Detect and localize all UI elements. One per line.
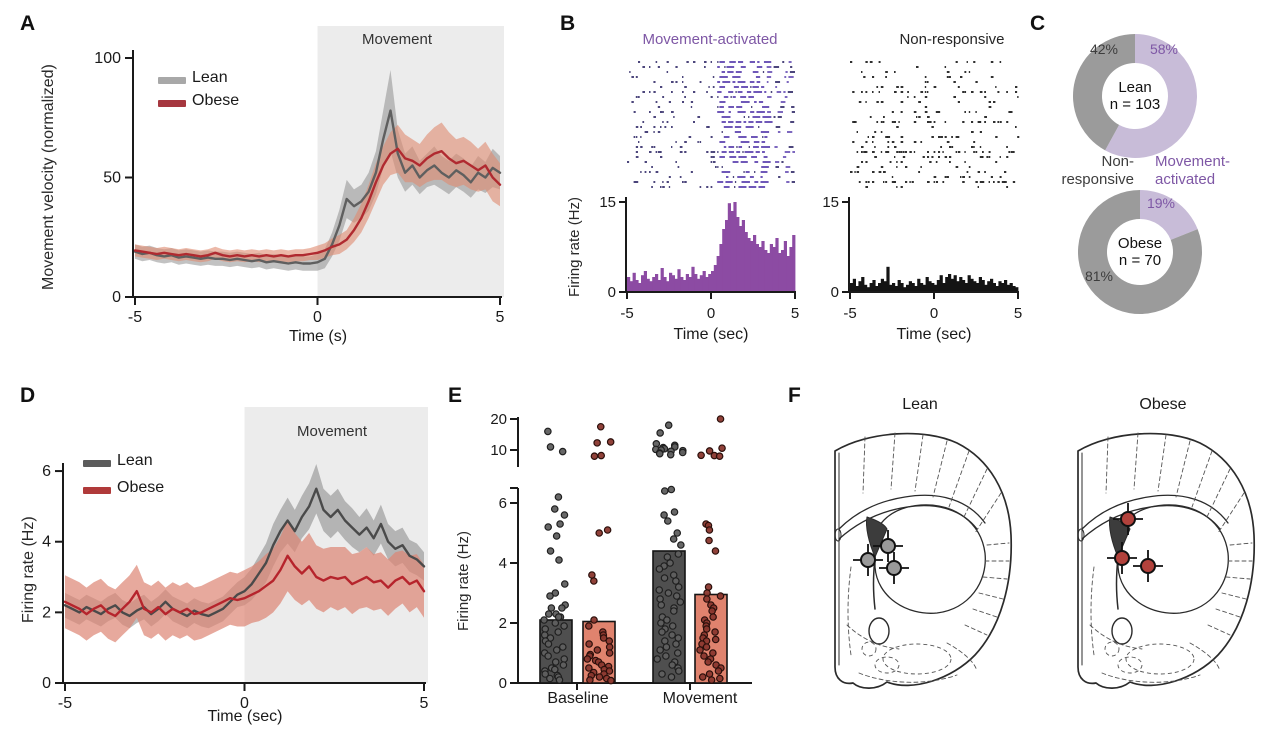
donut-obese-nonresponsive-pct: 81% xyxy=(1084,268,1114,284)
panel-d-x-axis-label: Time (sec) xyxy=(207,708,283,725)
panel-a-legend-lean-swatch xyxy=(158,77,186,84)
svg-text:6: 6 xyxy=(42,463,51,480)
panel-a-movement-region-label: Movement xyxy=(361,31,433,48)
donut-lean-group: Lean xyxy=(1118,79,1152,96)
svg-text:50: 50 xyxy=(103,170,121,187)
svg-text:15: 15 xyxy=(822,194,839,211)
donut-obese-group: Obese xyxy=(1117,235,1163,252)
panel-b-x-axis-label-right: Time (sec) xyxy=(896,326,972,343)
donut-legend-nonresponsive: Non- responsive xyxy=(1061,153,1134,188)
svg-text:-5: -5 xyxy=(58,695,72,712)
donut-lean-center-label: Lean n = 103 xyxy=(1110,79,1160,113)
svg-text:0: 0 xyxy=(499,675,507,692)
panel-e-y-axis-label: Firing rate (Hz) xyxy=(455,531,472,632)
panel-c-letter: C xyxy=(1030,12,1046,35)
panel-d-legend-lean-label: Lean xyxy=(117,452,153,469)
panel-d-movement-region-label: Movement xyxy=(296,423,368,440)
svg-text:0: 0 xyxy=(930,305,938,322)
panel-f-title-obese: Obese xyxy=(1139,396,1187,413)
donut-obese-activated-pct: 19% xyxy=(1146,195,1176,211)
panel-a-legend-lean-label: Lean xyxy=(192,69,228,86)
panel-b-title-movement-activated: Movement-activated xyxy=(642,31,778,48)
panel-e-category-baseline: Baseline xyxy=(547,690,609,707)
svg-text:5: 5 xyxy=(496,309,505,326)
svg-text:15: 15 xyxy=(599,194,616,211)
svg-text:0: 0 xyxy=(42,675,51,692)
svg-text:4: 4 xyxy=(42,534,51,551)
panel-a-legend-obese-label: Obese xyxy=(192,92,240,109)
panel-b-title-non-responsive: Non-responsive xyxy=(899,31,1005,48)
panel-d-legend-obese-swatch xyxy=(83,487,111,494)
panel-a-legend-obese-swatch xyxy=(158,100,186,107)
svg-text:0: 0 xyxy=(112,289,121,306)
svg-text:6: 6 xyxy=(499,495,507,512)
panel-d-legend-lean-swatch xyxy=(83,460,111,467)
svg-text:0: 0 xyxy=(313,309,322,326)
svg-text:-5: -5 xyxy=(128,309,142,326)
panel-b-letter: B xyxy=(560,12,576,35)
donut-lean-n: n = 103 xyxy=(1109,96,1161,113)
svg-text:5: 5 xyxy=(1014,305,1022,322)
svg-text:0: 0 xyxy=(707,305,715,322)
panel-d-y-axis-label: Firing rate (Hz) xyxy=(20,516,37,624)
donut-obese-n: n = 70 xyxy=(1118,252,1162,269)
panel-f-letter: F xyxy=(788,384,801,407)
panel-a-y-axis-label: Movement velocity (normalized) xyxy=(40,64,57,291)
donut-lean-nonresponsive-pct: 42% xyxy=(1089,41,1119,57)
svg-text:-5: -5 xyxy=(620,305,633,322)
panel-e-category-movement: Movement xyxy=(662,690,738,707)
svg-text:0: 0 xyxy=(831,284,839,301)
panel-e-letter: E xyxy=(448,384,463,407)
svg-text:2: 2 xyxy=(499,615,507,632)
svg-text:5: 5 xyxy=(420,695,429,712)
panel-f-atlas xyxy=(834,432,1256,689)
panel-b-x-axis-label-left: Time (sec) xyxy=(673,326,749,343)
donut-legend-movement-activated: Movement- activated xyxy=(1155,153,1231,188)
svg-text:20: 20 xyxy=(490,411,507,428)
donut-lean-activated-pct: 58% xyxy=(1149,41,1179,57)
panel-a-letter: A xyxy=(20,12,36,35)
svg-text:4: 4 xyxy=(499,555,507,572)
panel-a-x-axis-label: Time (s) xyxy=(288,328,348,345)
svg-text:100: 100 xyxy=(94,50,121,67)
svg-text:0: 0 xyxy=(608,284,616,301)
svg-text:-5: -5 xyxy=(843,305,856,322)
panel-c-donuts xyxy=(1073,34,1202,314)
svg-text:0: 0 xyxy=(240,695,249,712)
donut-obese-center-label: Obese n = 70 xyxy=(1118,235,1162,269)
svg-text:10: 10 xyxy=(490,442,507,459)
panel-d-letter: D xyxy=(20,384,36,407)
panel-f-title-lean: Lean xyxy=(902,396,938,413)
panel-d-chart: 0 2 4 6 -5 0 5 xyxy=(42,407,429,712)
svg-text:5: 5 xyxy=(791,305,799,322)
panel-b-y-axis-label: Firing rate (Hz) xyxy=(566,197,583,298)
svg-text:2: 2 xyxy=(42,604,51,621)
panel-a-chart: 0 50 100 -5 0 5 xyxy=(94,26,505,326)
panel-d-legend-obese-label: Obese xyxy=(117,479,165,496)
